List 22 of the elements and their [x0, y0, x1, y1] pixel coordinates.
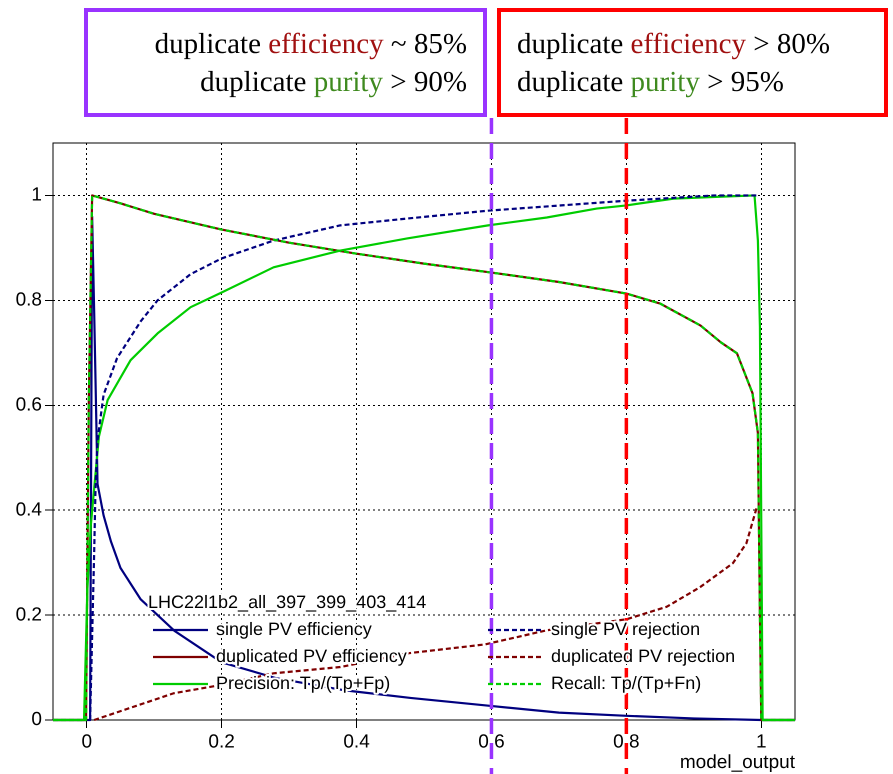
legend-label: Recall: Tp/(Tp+Fn) — [551, 672, 702, 693]
text: duplicate efficiency ~ 85% — [154, 28, 467, 60]
x-tick-label: 0 — [81, 732, 92, 753]
y-tick-label: 0.8 — [16, 290, 42, 311]
x-tick-label: 0.4 — [343, 732, 370, 753]
x-tick-label: 1 — [756, 732, 767, 753]
y-tick-label: 0.6 — [16, 394, 42, 416]
x-tick-label: 0.8 — [613, 732, 640, 753]
legend-title: LHC22l1b2_all_397_399_403_414 — [148, 592, 426, 612]
y-tick-label: 1 — [31, 184, 42, 206]
text: duplicate efficiency > 80% — [517, 28, 830, 60]
text: duplicate purity > 90% — [200, 66, 467, 98]
x-axis-title: model_output — [680, 752, 796, 773]
x-tick-label: 0.6 — [478, 732, 505, 753]
legend-label: duplicated PV rejection — [551, 646, 736, 666]
text: duplicate purity > 95% — [517, 66, 784, 98]
legend-label: Precision: Tp/(Tp+Fp) — [216, 672, 390, 693]
y-tick-label: 0.4 — [16, 499, 42, 520]
legend-label: single PV efficiency — [216, 618, 372, 639]
y-tick-label: 0.2 — [16, 604, 42, 626]
y-tick-label: 0 — [31, 709, 42, 730]
x-tick-label: 0.2 — [208, 732, 235, 753]
